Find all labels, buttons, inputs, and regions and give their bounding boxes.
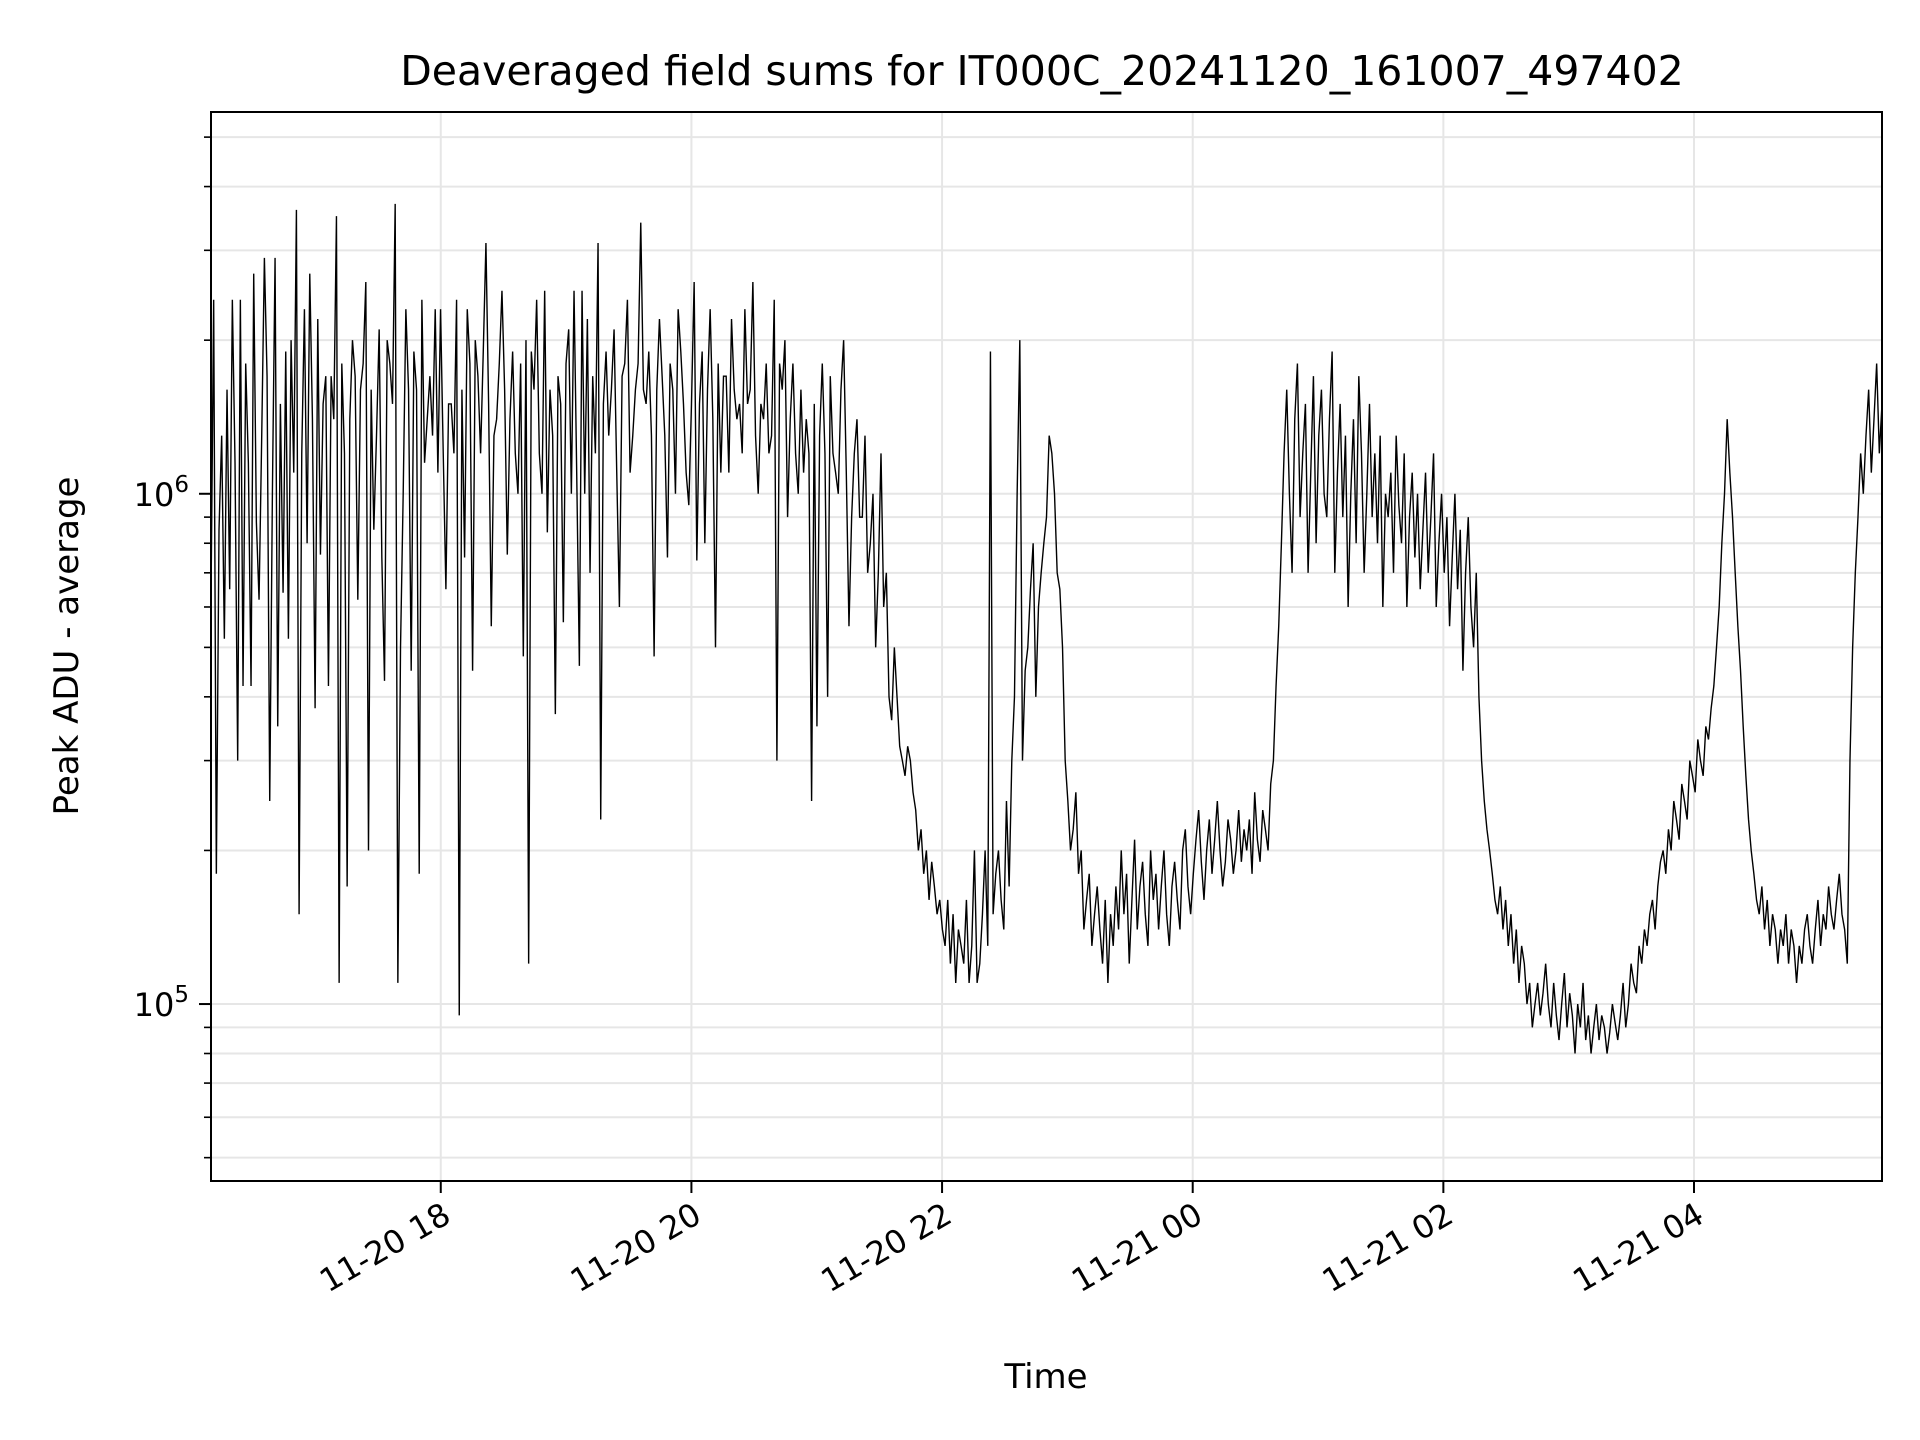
y-axis-label: Peak ADU - average: [47, 477, 87, 816]
y-tick-label: 106: [134, 472, 189, 514]
chart-title: Deaveraged field sums for IT000C_2024112…: [400, 47, 1684, 95]
series-layer: [210, 203, 1883, 1054]
y-tick-label: 105: [134, 982, 189, 1024]
y-axis: 105 106: [134, 136, 211, 1159]
x-axis-label: Time: [1003, 1357, 1087, 1397]
grid-layer: [211, 112, 1882, 1181]
series-line: [210, 203, 1883, 1054]
plot-frame: [210, 111, 1883, 1182]
